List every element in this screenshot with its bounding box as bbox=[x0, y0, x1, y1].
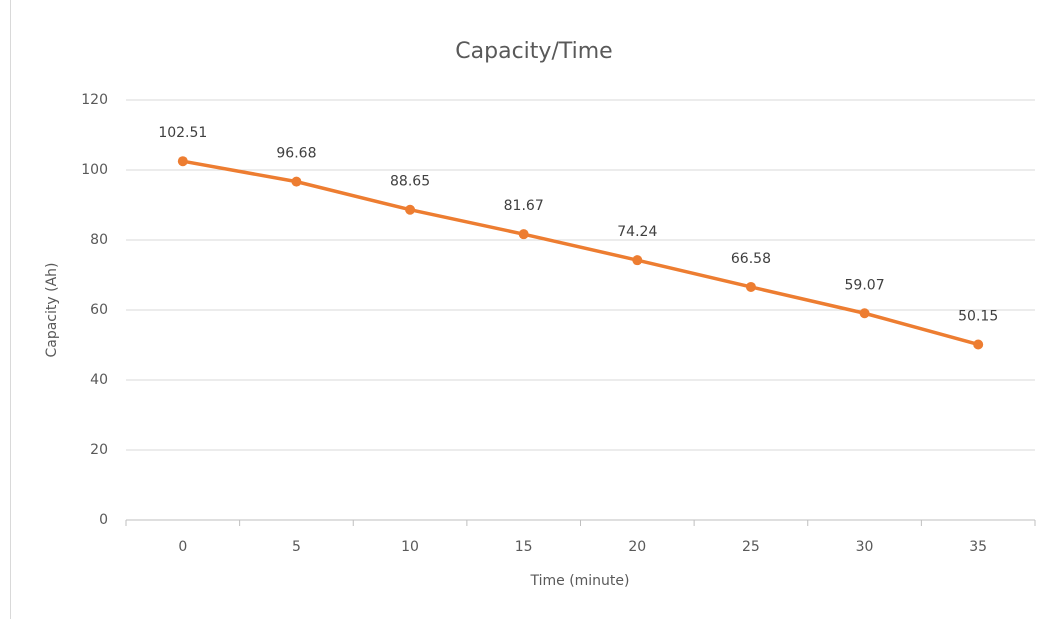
y-tick-label: 100 bbox=[81, 162, 108, 178]
data-label: 50.15 bbox=[958, 308, 998, 324]
x-tick-label: 25 bbox=[742, 539, 760, 555]
x-tick-label: 0 bbox=[178, 539, 187, 555]
y-tick-label: 20 bbox=[90, 442, 108, 458]
data-label: 74.24 bbox=[617, 224, 657, 240]
x-axis-title: Time (minute) bbox=[529, 573, 629, 589]
x-tick-label: 35 bbox=[969, 539, 987, 555]
data-label: 88.65 bbox=[390, 174, 430, 190]
marker bbox=[405, 204, 416, 215]
marker bbox=[632, 255, 643, 266]
marker bbox=[518, 229, 529, 240]
y-tick-label: 80 bbox=[90, 232, 108, 248]
y-tick-label: 0 bbox=[99, 512, 108, 528]
y-axis-title: Capacity (Ah) bbox=[44, 262, 60, 357]
y-tick-label: 40 bbox=[90, 372, 108, 388]
line bbox=[181, 159, 980, 347]
data-label: 59.07 bbox=[845, 277, 885, 293]
marker bbox=[859, 308, 870, 319]
data-label: 81.67 bbox=[504, 198, 544, 214]
x-tick-label: 10 bbox=[401, 539, 419, 555]
data-label: 96.68 bbox=[276, 146, 316, 162]
data-label: 102.51 bbox=[158, 125, 207, 141]
y-tick-label: 60 bbox=[90, 302, 108, 318]
chart-title: Capacity/Time bbox=[455, 39, 612, 64]
marker bbox=[745, 281, 756, 292]
y-tick-label: 120 bbox=[81, 92, 108, 108]
x-tick-label: 20 bbox=[628, 539, 646, 555]
marker bbox=[177, 156, 188, 167]
x-tick-label: 5 bbox=[292, 539, 301, 555]
marker bbox=[973, 339, 984, 350]
data-label: 66.58 bbox=[731, 251, 771, 267]
x-tick-label: 15 bbox=[515, 539, 533, 555]
marker bbox=[291, 176, 302, 187]
x-tick-label: 30 bbox=[856, 539, 874, 555]
